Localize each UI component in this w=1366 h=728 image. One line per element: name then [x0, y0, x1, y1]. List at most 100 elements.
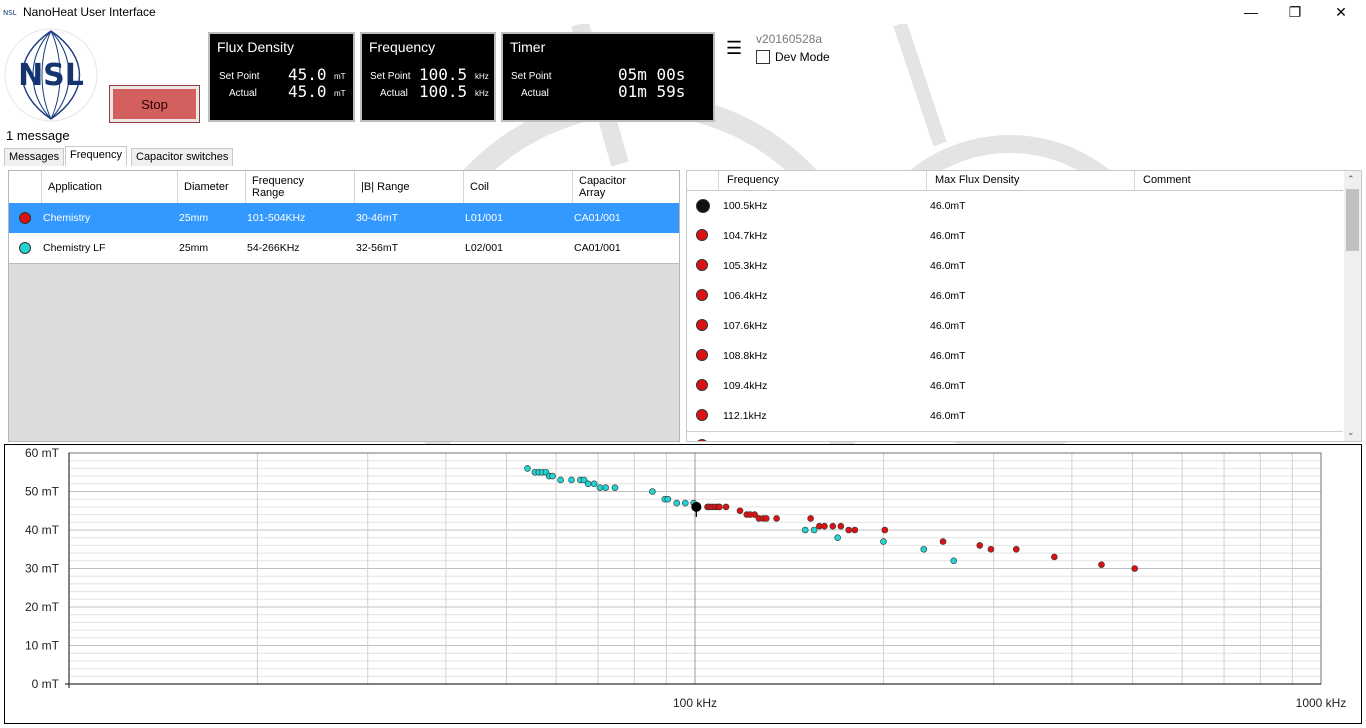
message-count[interactable]: 1 message [6, 128, 70, 143]
close-button[interactable]: ✕ [1335, 4, 1347, 20]
setpoint-color-dot [696, 289, 708, 301]
tab-messages[interactable]: Messages [4, 148, 65, 166]
timer-actual-label: Actual [521, 88, 549, 99]
frequency-actual-value: 100.5 [419, 82, 468, 101]
setpoint-color-dot [696, 259, 708, 271]
setpoint-max-flux: 46.0mT [930, 380, 966, 392]
data-point [837, 522, 845, 530]
data-point [611, 484, 619, 491]
minimize-button[interactable]: — [1244, 4, 1258, 20]
window-title: NanoHeat User Interface [23, 5, 156, 19]
dev-mode-label[interactable]: Dev Mode [775, 50, 830, 64]
data-point [596, 484, 604, 491]
frequency-setpoint-unit: kHz [475, 72, 489, 81]
table-row[interactable]: 106.4kHz 46.0mT [687, 281, 1343, 312]
application-coil: L02/001 [465, 242, 503, 254]
setpoint-max-flux: 46.0mT [930, 350, 966, 362]
header-frequency[interactable]: Frequency [718, 171, 926, 190]
svg-text:NSL: NSL [18, 58, 84, 93]
header-max-flux-density[interactable]: Max Flux Density [926, 171, 1134, 190]
data-point [673, 499, 681, 507]
scroll-up-arrow-icon[interactable]: ⌃ [1347, 174, 1355, 184]
header-application[interactable]: Application [41, 171, 177, 203]
data-point [602, 484, 609, 491]
header-comment[interactable]: Comment [1134, 171, 1343, 190]
table-row[interactable]: 112.1kHz 46.0mT [687, 401, 1343, 432]
data-point [950, 557, 958, 565]
table-row[interactable]: 100.5kHz 46.0mT [687, 191, 1343, 222]
version-label: v20160528a [756, 32, 823, 46]
table-row[interactable]: Chemistry 25mm 101-504KHz 30-46mT L01/00… [9, 203, 679, 233]
header-b-range[interactable]: |B| Range [354, 171, 463, 203]
scroll-down-arrow-icon[interactable]: ⌄ [1347, 427, 1355, 437]
data-point [851, 526, 859, 534]
setpoint-frequency: 100.5kHz [723, 200, 768, 212]
data-point [763, 515, 770, 522]
current-operating-point [691, 501, 702, 512]
header-diameter[interactable]: Diameter [177, 171, 245, 203]
data-point [722, 503, 730, 511]
y-tick-label: 10 mT [25, 639, 60, 653]
data-point [590, 480, 598, 488]
setpoint-frequency: 112.1kHz [723, 410, 767, 422]
data-point [1098, 561, 1105, 568]
chart-plot: 0 mT 10 mT 20 mT 30 mT 40 mT 50 mT 60 mT 100 kH… [25, 446, 1346, 710]
data-point [807, 515, 814, 522]
vertical-scrollbar[interactable]: ⌃ ⌄ [1344, 171, 1361, 441]
data-point [664, 495, 672, 503]
timer-setpoint-label: Set Point [511, 71, 552, 82]
data-point [976, 542, 984, 549]
application-coil: L01/001 [465, 212, 503, 224]
table-row[interactable]: Chemistry LF 25mm 54-266KHz 32-56mT L02/… [9, 233, 679, 264]
application-diameter: 25mm [179, 242, 209, 254]
data-point [1131, 565, 1139, 572]
setpoint-frequency: 109.4kHz [723, 380, 768, 392]
setpoint-color-dot [696, 439, 708, 441]
setpoint-color-dot [696, 319, 708, 331]
maximize-button[interactable]: ❐ [1288, 4, 1302, 20]
data-point [1051, 553, 1058, 561]
application-capacitor-array: CA01/001 [574, 212, 621, 224]
header-frequency-range[interactable]: Frequency Range [245, 171, 354, 203]
application-capacitor-array: CA01/001 [574, 242, 621, 254]
scrollbar-thumb[interactable] [1346, 189, 1359, 251]
header-capacitor-array-label: Capacitor Array [579, 175, 627, 199]
tab-capacitor-switches[interactable]: Capacitor switches [131, 148, 234, 166]
data-point [881, 526, 889, 534]
timer-setpoint-value: 05m 00s [618, 65, 686, 84]
setpoints-table-header: Frequency Max Flux Density Comment [687, 171, 1343, 191]
y-tick-label: 50 mT [25, 485, 60, 499]
setpoint-max-flux: 46.0mT [930, 320, 966, 332]
setpoints-table: Frequency Max Flux Density Comment 100.5… [686, 170, 1362, 442]
hamburger-menu-icon[interactable]: ☰ [726, 38, 743, 58]
setpoint-color-dot [696, 409, 708, 421]
data-point [987, 545, 995, 553]
data-point [810, 526, 818, 534]
table-row[interactable]: 105.3kHz 46.0mT [687, 251, 1343, 282]
dev-mode-checkbox[interactable] [756, 50, 770, 64]
data-point [682, 499, 689, 507]
setpoint-color-dot [696, 349, 708, 361]
flux-density-panel: Flux Density Set Point Actual 45.0 45.0 … [208, 32, 355, 122]
setpoint-frequency: 106.4kHz [723, 290, 768, 302]
header-coil[interactable]: Coil [463, 171, 572, 203]
data-point [568, 476, 575, 484]
setpoint-frequency: 104.7kHz [723, 230, 768, 242]
data-point [880, 538, 887, 545]
table-row[interactable]: 104.7kHz 46.0mT [687, 221, 1343, 252]
header-capacitor-array[interactable]: Capacitor Array [572, 171, 679, 203]
data-point [834, 534, 841, 541]
application-frequency-range: 54-266KHz [247, 242, 300, 254]
tab-frequency[interactable]: Frequency [65, 146, 127, 166]
y-tick-label: 20 mT [25, 600, 60, 614]
stop-button[interactable]: Stop [109, 85, 200, 123]
x-tick-label: 100 kHz [673, 696, 717, 710]
table-row[interactable]: 107.6kHz 46.0mT [687, 311, 1343, 342]
table-row[interactable]: 108.8kHz 46.0mT [687, 341, 1343, 372]
y-tick-label: 30 mT [25, 562, 60, 576]
data-point [1012, 545, 1020, 553]
timer-title: Timer [510, 39, 546, 55]
frequency-setpoint-value: 100.5 [419, 65, 468, 84]
data-point [845, 526, 852, 534]
table-row[interactable]: 109.4kHz 46.0mT [687, 371, 1343, 402]
